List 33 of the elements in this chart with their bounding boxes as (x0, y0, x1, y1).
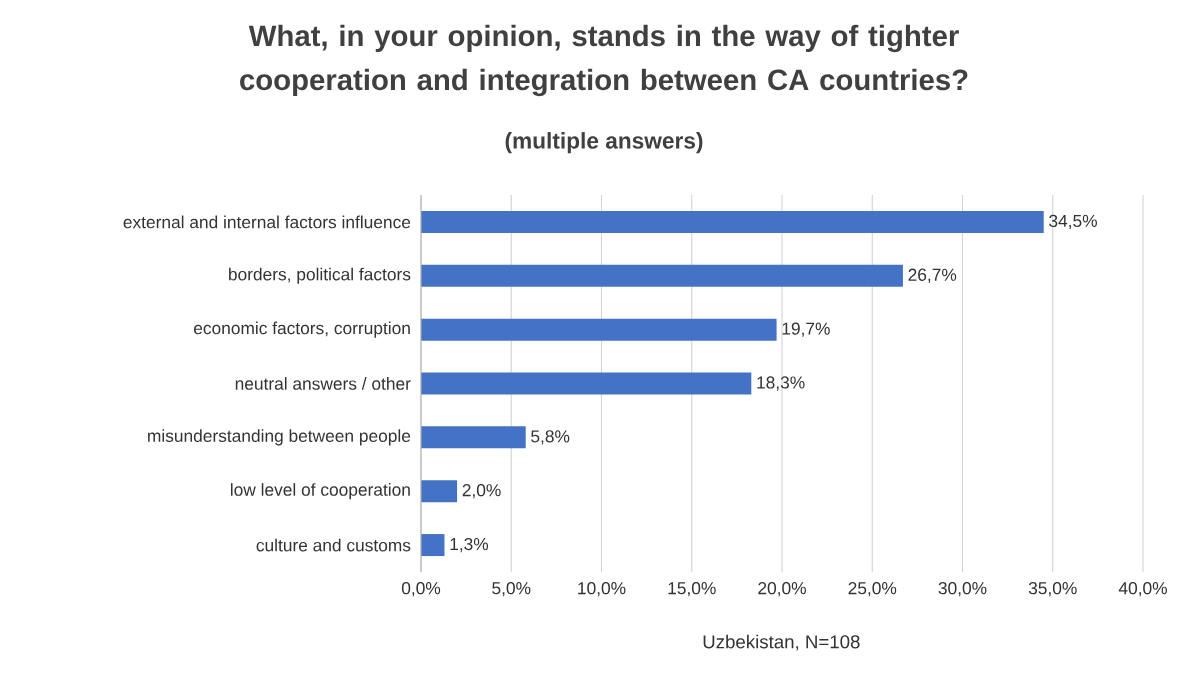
bar (421, 480, 458, 503)
bar (421, 534, 445, 557)
y-tick-label: neutral answers / other (235, 377, 411, 390)
x-tick-label: 0,0% (401, 582, 441, 597)
bar (421, 264, 903, 287)
data-label: 34,5% (1049, 214, 1097, 230)
y-tick-label: borders, political factors (229, 267, 411, 284)
bar (421, 318, 777, 341)
x-tick-label: 30,0% (938, 582, 987, 597)
x-tick-label: 10,0% (578, 582, 626, 597)
y-tick-label: external and internal factors influence (123, 215, 411, 229)
data-label: 26,7% (908, 268, 957, 283)
y-tick-label: culture and customs (256, 538, 411, 552)
chart-subtitle: (multiple answers) (505, 132, 703, 154)
data-label: 5,8% (531, 430, 570, 445)
chart-title: What, in your opinion, stands in the way of tighter cooperation and integration between CA countries? (240, 24, 968, 97)
data-label: 19,7% (782, 322, 830, 337)
y-tick-label: low level of cooperation (230, 483, 410, 500)
data-label: 18,3% (757, 376, 805, 391)
x-axis-title: Uzbekistan, N=108 (703, 634, 860, 651)
bar (421, 372, 752, 395)
data-label: 1,3% (450, 537, 489, 553)
x-tick-label: 25,0% (848, 582, 897, 597)
bar (421, 210, 1044, 233)
x-tick-label: 5,0% (492, 582, 531, 597)
bar (421, 426, 526, 449)
data-label: 2,0% (462, 484, 501, 499)
y-tick-label: economic factors, corruption (193, 321, 410, 338)
x-tick-label: 35,0% (1028, 582, 1077, 597)
x-tick-label: 40,0% (1118, 582, 1167, 597)
y-tick-label: misunderstanding between people (148, 429, 411, 446)
x-tick-label: 20,0% (758, 582, 806, 597)
x-tick-label: 15,0% (668, 582, 716, 597)
